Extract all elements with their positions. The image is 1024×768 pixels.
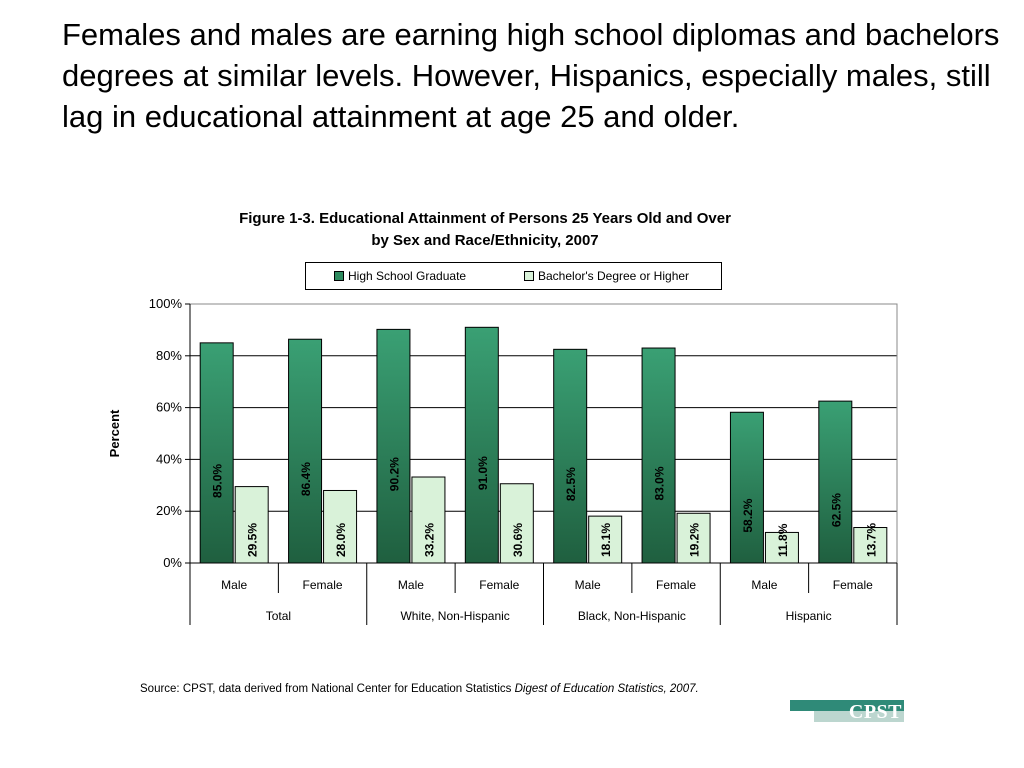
data-label-high-school: 86.4% (299, 462, 313, 496)
x-category-label: Male (398, 578, 424, 592)
bar-high-school (553, 348, 588, 564)
data-label-bachelors: 30.6% (511, 523, 525, 557)
data-label-bachelors: 28.0% (334, 523, 348, 557)
legend-item-high-school: High School Graduate (334, 269, 466, 283)
logo-bar-bottom (814, 711, 904, 722)
y-axis-title: Percent (107, 409, 122, 457)
bar-high-school (464, 326, 499, 564)
bar-bachelors (323, 489, 358, 564)
x-group-label: Hispanic (786, 609, 832, 623)
x-category-label: Female (656, 578, 696, 592)
legend-swatch-bachelors (524, 271, 534, 281)
data-label-high-school: 82.5% (564, 467, 578, 501)
x-group-label: Black, Non-Hispanic (578, 609, 686, 623)
data-label-high-school: 90.2% (387, 457, 401, 491)
chart-title-line-2: by Sex and Race/Ethnicity, 2007 (371, 232, 599, 249)
bar-high-school (376, 328, 411, 564)
x-group-label: White, Non-Hispanic (400, 609, 509, 623)
chart-legend: High School Graduate Bachelor's Degree o… (305, 262, 722, 290)
y-tick-label: 40% (156, 451, 182, 466)
bar-high-school (729, 411, 764, 564)
legend-item-bachelors: Bachelor's Degree or Higher (524, 269, 689, 283)
x-group-label: Total (266, 609, 291, 623)
x-category-label: Male (751, 578, 777, 592)
data-label-high-school: 83.0% (653, 466, 667, 500)
legend-label-high-school: High School Graduate (348, 269, 467, 283)
x-category-label: Female (833, 578, 873, 592)
data-label-high-school: 91.0% (476, 456, 490, 490)
legend-label-bachelors: Bachelor's Degree or Higher (538, 269, 690, 283)
x-category-label: Female (479, 578, 519, 592)
source-note: Source: CPST, data derived from National… (140, 680, 720, 698)
x-category-label: Female (303, 578, 343, 592)
y-tick-label: 80% (156, 348, 182, 363)
data-label-bachelors: 29.5% (246, 523, 260, 557)
bar-bachelors (764, 531, 799, 564)
bar-high-school (818, 400, 853, 564)
legend-swatch-high-school (334, 271, 344, 281)
bar-high-school (641, 347, 676, 564)
y-tick-label: 100% (149, 296, 183, 311)
data-label-bachelors: 18.1% (599, 523, 613, 557)
y-tick-label: 60% (156, 400, 182, 415)
data-label-high-school: 85.0% (211, 464, 225, 498)
bar-high-school (199, 342, 234, 564)
data-label-high-school: 58.2% (741, 498, 755, 532)
data-label-bachelors: 11.8% (776, 523, 790, 557)
logo-text: CPST (848, 701, 902, 723)
chart-title-line-1: Figure 1-3. Educational Attainment of Pe… (239, 210, 731, 227)
data-label-bachelors: 33.2% (422, 523, 436, 557)
bar-bachelors (499, 483, 534, 564)
source-text: Source: CPST, data derived from National… (140, 683, 515, 695)
bar-bachelors (411, 476, 446, 564)
chart-title: Figure 1-3. Educational Attainment of Pe… (160, 208, 810, 252)
x-category-label: Male (575, 578, 601, 592)
logo-bar-top (790, 700, 904, 711)
cpst-logo: CPST (790, 700, 904, 724)
bar-high-school (288, 338, 323, 564)
data-label-high-school: 62.5% (829, 493, 843, 527)
data-label-bachelors: 19.2% (688, 523, 702, 557)
source-italic-text: Digest of Education Statistics, 2007. (514, 683, 699, 695)
y-tick-label: 20% (156, 503, 182, 518)
data-label-bachelors: 13.7% (864, 523, 878, 557)
y-tick-label: 0% (163, 555, 182, 570)
slide-headline: Females and males are earning high schoo… (62, 17, 1000, 134)
x-category-label: Male (221, 578, 247, 592)
bar-bachelors (588, 515, 623, 564)
